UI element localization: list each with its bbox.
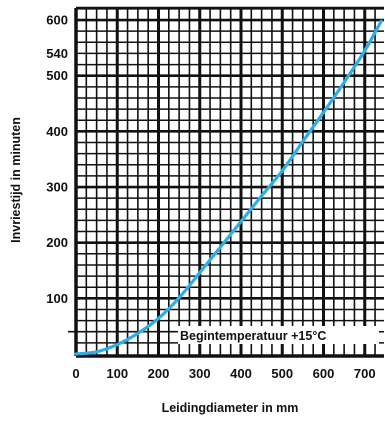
series-layer bbox=[74, 19, 383, 356]
y-tick-labels: 100 200 300 400 500 540 600 bbox=[46, 13, 68, 306]
y-tick-label: 200 bbox=[46, 235, 68, 250]
x-tick-labels: 0 100 200 300 400 500 600 700 bbox=[72, 366, 375, 381]
x-axis-label: Leidingdiameter in mm bbox=[162, 401, 299, 415]
x-tick-label: 400 bbox=[230, 366, 252, 381]
plot-frame bbox=[74, 6, 384, 358]
annotation-background bbox=[178, 326, 379, 344]
x-tick-label: 500 bbox=[271, 366, 293, 381]
y-tick-label: 400 bbox=[46, 124, 68, 139]
series-line bbox=[74, 19, 383, 356]
annotation-label: Begintemperatuur +15°C bbox=[180, 329, 326, 343]
y-tick-label: 600 bbox=[46, 13, 68, 28]
x-tick-label: 600 bbox=[313, 366, 335, 381]
x-tick-label: 100 bbox=[106, 366, 128, 381]
x-tick-label: 300 bbox=[189, 366, 211, 381]
chart-grid bbox=[74, 8, 384, 356]
x-tick-label: 200 bbox=[148, 366, 170, 381]
y-axis-label: Invriestijd in minuten bbox=[9, 117, 23, 243]
x-tick-label: 700 bbox=[354, 366, 376, 381]
y-tick-label: 300 bbox=[46, 180, 68, 195]
y-tick-label: 500 bbox=[46, 68, 68, 83]
y-tick-label: 540 bbox=[46, 46, 68, 61]
x-tick-label: 0 bbox=[72, 366, 79, 381]
y-tick-label: 100 bbox=[46, 291, 68, 306]
